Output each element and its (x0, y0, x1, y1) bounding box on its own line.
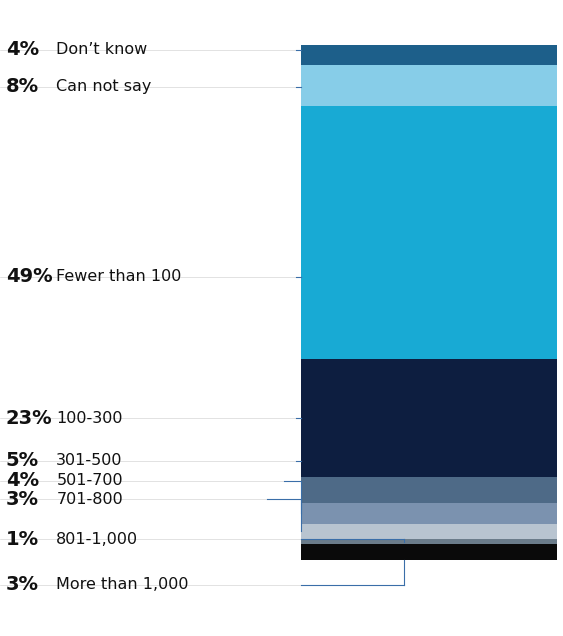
Bar (301, 45, 557, 65)
Text: 8%: 8% (6, 78, 39, 97)
Text: 49%: 49% (6, 267, 52, 286)
Text: 23%: 23% (6, 409, 52, 428)
Text: 501-700: 501-700 (56, 473, 123, 488)
Text: 3%: 3% (6, 576, 39, 595)
Bar (301, 539, 557, 544)
Bar (301, 503, 557, 523)
Text: Don’t know: Don’t know (56, 42, 148, 57)
Text: More than 1,000: More than 1,000 (56, 577, 189, 592)
Text: 301-500: 301-500 (56, 453, 123, 468)
Bar (301, 477, 557, 503)
Text: 5%: 5% (6, 451, 39, 470)
Bar (301, 65, 557, 106)
Text: 100-300: 100-300 (56, 411, 123, 425)
Text: 701-800: 701-800 (56, 492, 123, 506)
Text: 3%: 3% (6, 490, 39, 509)
Bar (301, 544, 557, 560)
Text: 1%: 1% (6, 530, 39, 549)
Text: 4%: 4% (6, 471, 39, 490)
Bar (301, 106, 557, 359)
Text: Can not say: Can not say (56, 80, 151, 94)
Bar (301, 359, 557, 477)
Text: 801-1,000: 801-1,000 (56, 532, 138, 547)
Text: Fewer than 100: Fewer than 100 (56, 270, 182, 284)
Bar (301, 523, 557, 539)
Text: 4%: 4% (6, 40, 39, 59)
